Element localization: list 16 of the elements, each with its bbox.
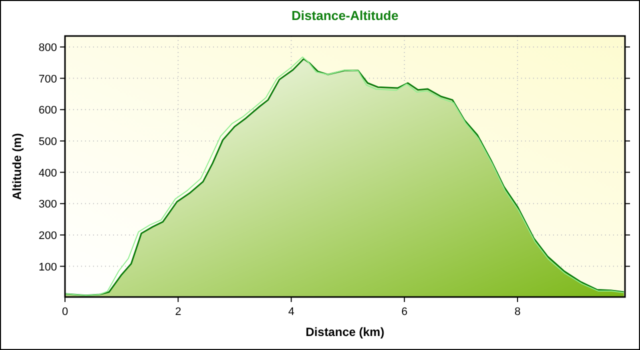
y-tick-label: 800 (38, 42, 57, 54)
y-tick-label: 100 (38, 261, 57, 274)
y-tick-label: 200 (38, 230, 57, 242)
x-axis-title: Distance (km) (306, 325, 384, 339)
y-tick-label: 600 (38, 104, 57, 117)
x-tick-label: 6 (401, 306, 408, 318)
y-tick-label: 700 (38, 73, 57, 86)
y-axis-title: Altitude (m) (10, 133, 24, 200)
chart-title: Distance-Altitude (292, 8, 398, 23)
x-tick-label: 4 (288, 306, 294, 318)
y-tick-label: 300 (38, 198, 57, 211)
y-tick-label: 400 (38, 167, 57, 180)
x-tick-label: 2 (175, 306, 182, 318)
x-tick-label: 8 (514, 306, 521, 318)
y-tick-label: 500 (38, 136, 57, 148)
x-tick-label: 0 (62, 306, 68, 318)
